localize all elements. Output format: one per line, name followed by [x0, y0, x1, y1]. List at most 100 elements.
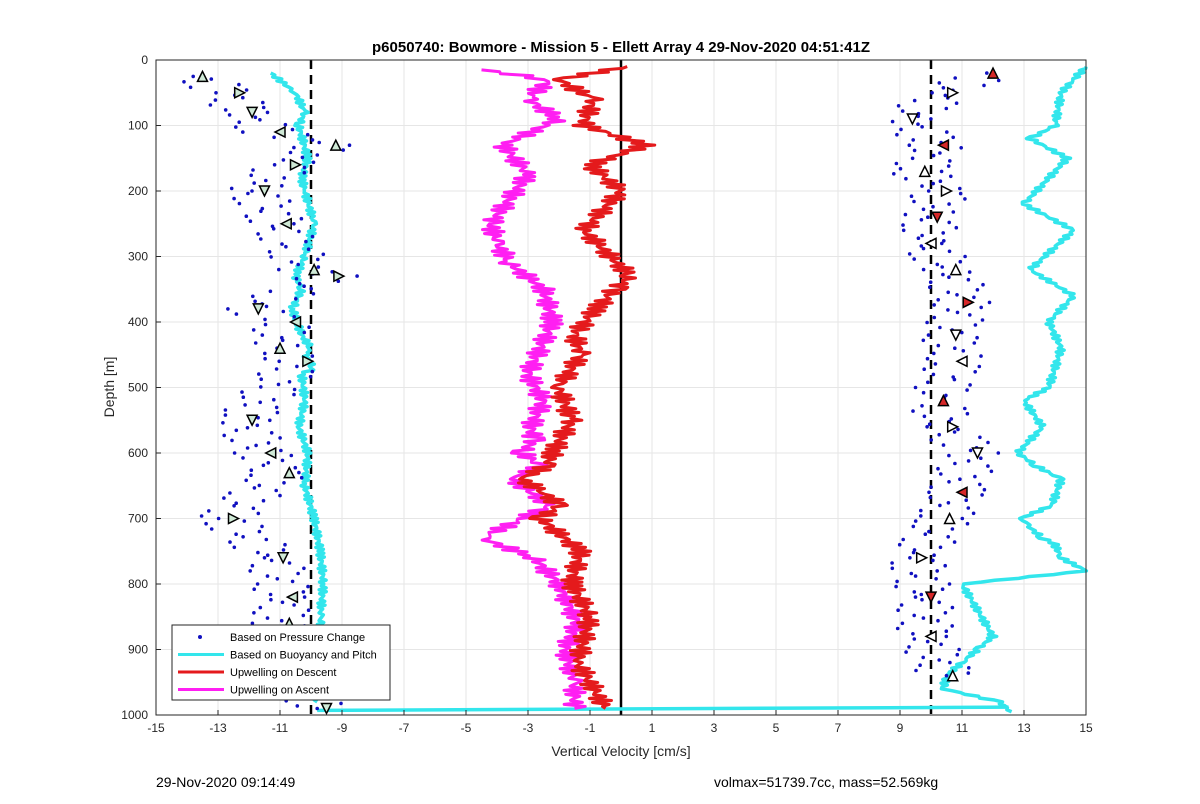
series-point [944, 629, 949, 633]
triangle-marker [915, 551, 929, 565]
series-point [935, 569, 939, 573]
series-point [246, 191, 250, 196]
series-point [275, 577, 280, 581]
legend-label: Based on Pressure Change [230, 632, 365, 644]
series-point [280, 458, 285, 463]
series-point [304, 239, 308, 244]
series-point [292, 145, 296, 150]
series-point [947, 202, 951, 206]
series-point [919, 218, 924, 222]
x-tick-label: 13 [1017, 721, 1031, 735]
series-point [260, 333, 265, 337]
y-tick-label: 200 [128, 184, 148, 198]
series-point [256, 550, 260, 555]
series-point [966, 671, 971, 675]
series-point [266, 441, 271, 445]
triangle-marker [273, 341, 287, 354]
series-point [968, 313, 972, 317]
series-point [237, 201, 242, 206]
series-point [910, 156, 915, 161]
series-point [982, 83, 986, 88]
series-point [986, 464, 990, 468]
series-point [223, 408, 228, 412]
series-point [321, 252, 326, 257]
series-point [952, 540, 957, 544]
series-point [901, 228, 906, 233]
triangle-marker [289, 158, 303, 172]
x-tick-label: 11 [956, 721, 969, 735]
series-point [255, 423, 260, 428]
series-point [240, 390, 244, 394]
triangle-marker [283, 465, 296, 479]
series-point [967, 270, 972, 274]
series-point [222, 496, 226, 500]
series-point [199, 514, 204, 518]
series-point [922, 367, 926, 372]
series-point [281, 158, 286, 162]
series-point [960, 516, 965, 521]
series-point [914, 668, 918, 673]
y-tick-label: 300 [128, 250, 148, 264]
series-point [216, 516, 221, 521]
series-point [234, 532, 238, 536]
series-point [253, 115, 258, 120]
series-point [278, 436, 282, 440]
series-point [287, 199, 292, 203]
series-point [259, 385, 263, 389]
series-point [928, 495, 933, 500]
triangle-marker [943, 511, 956, 525]
series-point [297, 281, 302, 286]
series-point [222, 433, 226, 438]
series-point [221, 421, 225, 425]
series-point [936, 298, 940, 302]
series-point [302, 284, 306, 289]
series-point [259, 377, 264, 382]
series-point [996, 78, 1001, 83]
series-point [923, 532, 928, 536]
series-point [911, 550, 916, 555]
series-point [955, 293, 959, 297]
y-tick-label: 1000 [121, 708, 148, 722]
series-point [911, 409, 915, 413]
series-point [261, 105, 266, 110]
series-point [890, 561, 894, 565]
series-point [289, 453, 294, 458]
series-point [947, 275, 951, 280]
series-point [261, 498, 266, 503]
series-point [940, 265, 944, 269]
series-point [901, 223, 905, 227]
series-point [912, 148, 917, 153]
series-point [275, 410, 280, 415]
series-point [251, 168, 255, 172]
x-tick-label: -9 [337, 721, 348, 735]
series-point [947, 582, 952, 586]
series-point [973, 323, 978, 327]
series-point [950, 605, 955, 610]
series-point [295, 364, 299, 369]
series-point [280, 600, 285, 605]
series-point [228, 491, 232, 495]
series-point [274, 405, 279, 410]
series-point [946, 535, 950, 539]
series-point [946, 501, 951, 505]
series-point [261, 463, 266, 468]
series-point [283, 542, 287, 547]
series-point [966, 459, 971, 463]
series-point [258, 400, 263, 405]
series-point [301, 590, 306, 594]
series-point [277, 359, 282, 364]
series-point [269, 597, 273, 602]
series-point [899, 127, 903, 132]
series-point [241, 395, 246, 400]
series-line [939, 66, 1089, 714]
series-point [283, 122, 288, 127]
series-point [287, 380, 292, 384]
series-point [946, 164, 951, 168]
series-point [948, 159, 952, 163]
series-point [234, 501, 238, 506]
series-point [265, 616, 270, 620]
series-point [890, 566, 895, 571]
series-point [925, 639, 930, 644]
series-point [938, 151, 942, 155]
series-point [989, 469, 994, 474]
